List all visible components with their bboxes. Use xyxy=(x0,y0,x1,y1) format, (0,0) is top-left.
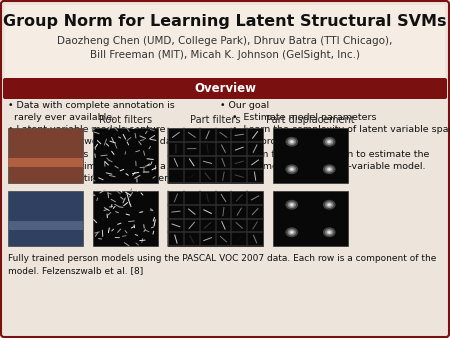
Ellipse shape xyxy=(288,166,296,172)
Ellipse shape xyxy=(291,231,293,233)
Text: Part displacement: Part displacement xyxy=(266,115,355,125)
Bar xyxy=(93,128,158,183)
Text: • Our goal
    •  Estimate model parameters
    •  Learn the complexity of laten: • Our goal • Estimate model parameters •… xyxy=(220,101,450,171)
Text: Part filters: Part filters xyxy=(190,115,241,125)
Ellipse shape xyxy=(289,231,294,234)
Text: Fully trained person models using the PASCAL VOC 2007 data. Each row is a compon: Fully trained person models using the PA… xyxy=(8,254,436,275)
Ellipse shape xyxy=(285,227,298,237)
Bar xyxy=(168,128,263,183)
Ellipse shape xyxy=(323,164,336,174)
Ellipse shape xyxy=(291,141,293,143)
Ellipse shape xyxy=(328,231,330,233)
Text: Root filters: Root filters xyxy=(99,115,152,125)
Bar xyxy=(273,128,348,183)
Ellipse shape xyxy=(285,200,298,210)
Ellipse shape xyxy=(289,140,294,144)
Ellipse shape xyxy=(325,139,333,145)
Bar xyxy=(8,191,83,246)
Text: Group Norm for Learning Latent Structural SVMs: Group Norm for Learning Latent Structura… xyxy=(3,14,447,29)
Ellipse shape xyxy=(285,164,298,174)
Ellipse shape xyxy=(291,204,293,206)
Ellipse shape xyxy=(288,139,296,145)
Text: Overview: Overview xyxy=(194,82,256,95)
Ellipse shape xyxy=(328,204,330,206)
Bar xyxy=(8,128,83,183)
Text: Bill Freeman (MIT), Micah K. Johnson (GelSight, Inc.): Bill Freeman (MIT), Micah K. Johnson (Ge… xyxy=(90,50,360,60)
Ellipse shape xyxy=(323,200,336,210)
Bar xyxy=(8,158,83,167)
Ellipse shape xyxy=(323,137,336,147)
Bar xyxy=(168,191,263,246)
Ellipse shape xyxy=(289,203,294,207)
Ellipse shape xyxy=(291,168,293,170)
Ellipse shape xyxy=(327,231,332,234)
Bar xyxy=(93,191,158,246)
Ellipse shape xyxy=(325,229,333,236)
Ellipse shape xyxy=(328,141,330,143)
FancyBboxPatch shape xyxy=(3,78,447,99)
Ellipse shape xyxy=(288,201,296,208)
Ellipse shape xyxy=(325,201,333,208)
Ellipse shape xyxy=(327,167,332,171)
Text: • Data with complete annotation is
  rarely ever available.
• Latent variable mo: • Data with complete annotation is rarel… xyxy=(8,101,204,183)
Bar xyxy=(273,191,348,246)
Text: Daozheng Chen (UMD, College Park), Dhruv Batra (TTI Chicago),: Daozheng Chen (UMD, College Park), Dhruv… xyxy=(57,36,393,46)
Bar xyxy=(5,5,445,80)
Bar xyxy=(8,221,83,230)
Ellipse shape xyxy=(323,227,336,237)
Ellipse shape xyxy=(328,168,330,170)
Ellipse shape xyxy=(288,229,296,236)
Ellipse shape xyxy=(327,203,332,207)
Ellipse shape xyxy=(289,167,294,171)
Ellipse shape xyxy=(327,140,332,144)
Ellipse shape xyxy=(285,137,298,147)
Ellipse shape xyxy=(325,166,333,172)
